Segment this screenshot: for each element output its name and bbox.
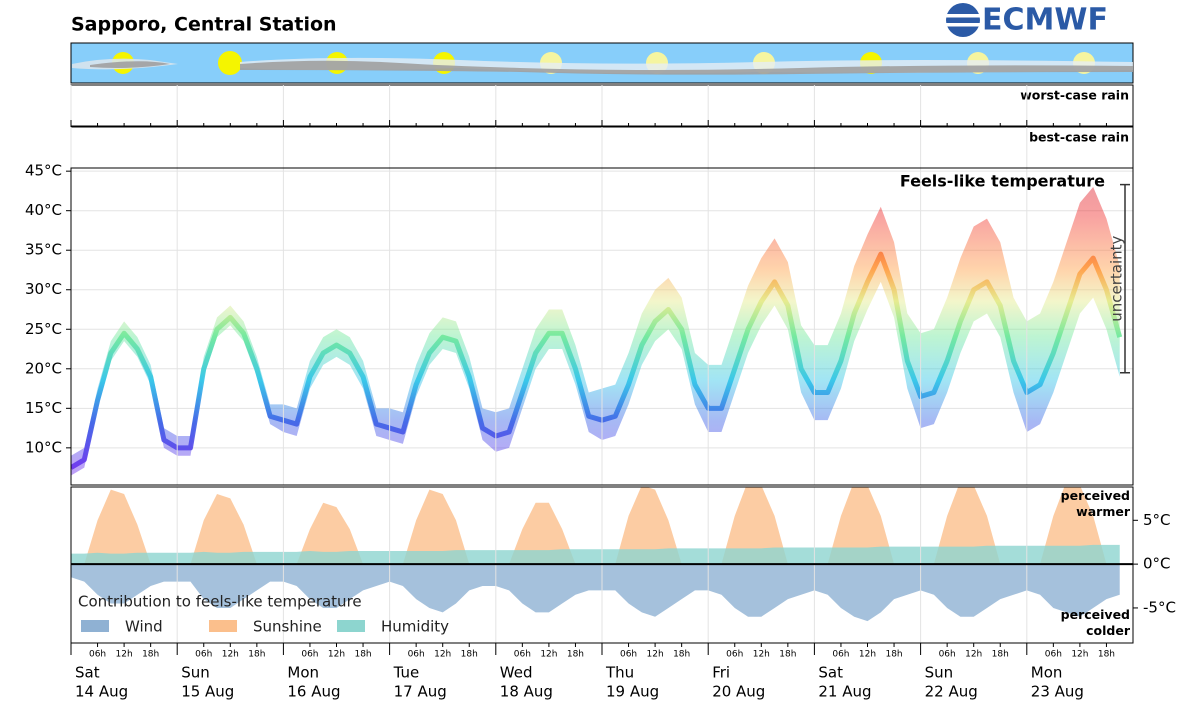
logo-mark bbox=[946, 3, 980, 37]
contribution-frame bbox=[70, 486, 1134, 644]
x-hour-label: 12h bbox=[965, 650, 982, 660]
x-weekday: Mon bbox=[287, 664, 319, 682]
x-date: 15 Aug bbox=[181, 683, 234, 701]
y-tick-label: 45°C bbox=[25, 162, 62, 180]
legend-label: Sunshine bbox=[253, 618, 322, 636]
x-weekday: Tue bbox=[393, 664, 420, 682]
x-date: 20 Aug bbox=[712, 683, 765, 701]
x-date: 17 Aug bbox=[394, 683, 447, 701]
colder-label: perceived colder bbox=[1060, 607, 1130, 638]
x-date: 21 Aug bbox=[818, 683, 871, 701]
logo: ECMWF bbox=[946, 3, 1108, 38]
contribution-area bbox=[71, 564, 1120, 622]
x-hour-label: 18h bbox=[354, 650, 371, 660]
x-hour-label: 06h bbox=[514, 650, 531, 660]
legend-label: Humidity bbox=[381, 618, 449, 636]
x-date: 16 Aug bbox=[287, 683, 340, 701]
x-hour-label: 06h bbox=[832, 650, 849, 660]
x-hour-label: 06h bbox=[1045, 650, 1062, 660]
median-line bbox=[71, 251, 1123, 470]
legend-swatch bbox=[209, 620, 237, 632]
x-date: 14 Aug bbox=[75, 683, 128, 701]
y-tick-label: 25°C bbox=[25, 320, 62, 338]
x-hour-label: 06h bbox=[195, 650, 212, 660]
x-hour-label: 18h bbox=[885, 650, 902, 660]
legend-title: Contribution to feels-like temperature bbox=[78, 593, 362, 611]
y-tick-label: 30°C bbox=[25, 280, 62, 298]
contribution-plot bbox=[71, 487, 1120, 622]
contribution-area bbox=[71, 544, 1120, 565]
x-weekday: Sun bbox=[181, 664, 210, 682]
y-tick-label: 5°C bbox=[1143, 511, 1171, 529]
x-hour-label: 06h bbox=[301, 650, 318, 660]
x-hour-label: 12h bbox=[753, 650, 770, 660]
x-date: 22 Aug bbox=[925, 683, 978, 701]
x-hour-label: 06h bbox=[408, 650, 425, 660]
x-date: 19 Aug bbox=[606, 683, 659, 701]
x-hour-label: 18h bbox=[142, 650, 159, 660]
x-hour-label: 12h bbox=[222, 650, 239, 660]
x-hour-label: 12h bbox=[647, 650, 664, 660]
x-hour-label: 18h bbox=[779, 650, 796, 660]
uncertainty-band bbox=[71, 186, 1120, 476]
cloud bbox=[90, 60, 1133, 75]
x-hour-label: 12h bbox=[328, 650, 345, 660]
weather-band bbox=[70, 42, 1134, 84]
chart-title: Sapporo, Central Station bbox=[71, 14, 337, 36]
x-hour-label: 18h bbox=[567, 650, 584, 660]
x-weekday: Sun bbox=[925, 664, 954, 682]
rain-label: best-case rain bbox=[1029, 130, 1129, 145]
x-date: 18 Aug bbox=[500, 683, 553, 701]
temperature-frame bbox=[70, 167, 1134, 486]
x-weekday: Thu bbox=[605, 664, 634, 682]
y-tick-label: 35°C bbox=[25, 241, 62, 259]
sun bbox=[218, 51, 242, 75]
x-hour-label: 18h bbox=[992, 650, 1009, 660]
x-weekday: Mon bbox=[1031, 664, 1063, 682]
x-hour-label: 18h bbox=[673, 650, 690, 660]
x-hour-label: 12h bbox=[859, 650, 876, 660]
legend-swatch bbox=[81, 620, 109, 632]
logo-stripe bbox=[946, 23, 980, 27]
x-weekday: Sat bbox=[75, 664, 100, 682]
logo-text: ECMWF bbox=[982, 3, 1108, 38]
x-hour-label: 06h bbox=[939, 650, 956, 660]
x-hour-label: 18h bbox=[1098, 650, 1115, 660]
contribution-area bbox=[71, 487, 1120, 565]
x-hour-label: 12h bbox=[540, 650, 557, 660]
y-tick-label: 20°C bbox=[25, 359, 62, 377]
x-hour-label: 18h bbox=[461, 650, 478, 660]
x-date: 23 Aug bbox=[1031, 683, 1084, 701]
warmer-label: perceived warmer bbox=[1060, 488, 1130, 519]
y-tick-label: 15°C bbox=[25, 399, 62, 417]
x-hour-label: 06h bbox=[620, 650, 637, 660]
rain-label: worst-case rain bbox=[1020, 88, 1129, 103]
logo-stripe bbox=[946, 14, 980, 18]
panel-title: Feels-like temperature bbox=[900, 172, 1105, 191]
y-tick-label: 10°C bbox=[25, 438, 62, 456]
x-hour-label: 18h bbox=[248, 650, 265, 660]
x-hour-label: 06h bbox=[89, 650, 106, 660]
x-weekday: Wed bbox=[500, 664, 533, 682]
uncertainty-label: uncertainty bbox=[1108, 235, 1126, 321]
x-hour-label: 06h bbox=[726, 650, 743, 660]
x-hour-label: 12h bbox=[1071, 650, 1088, 660]
y-tick-label: -5°C bbox=[1143, 598, 1176, 616]
legend-swatch bbox=[337, 620, 365, 632]
x-hour-label: 12h bbox=[116, 650, 133, 660]
legend-label: Wind bbox=[125, 618, 163, 636]
x-hour-label: 12h bbox=[434, 650, 451, 660]
y-tick-label: 0°C bbox=[1143, 555, 1171, 573]
x-weekday: Fri bbox=[712, 664, 730, 682]
x-weekday: Sat bbox=[818, 664, 843, 682]
y-tick-label: 40°C bbox=[25, 201, 62, 219]
